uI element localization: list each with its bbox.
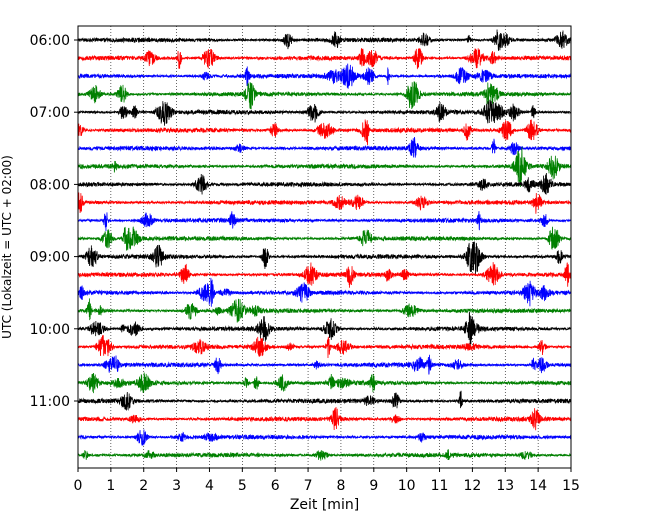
- y-axis-ticks: 06:00 07:00 08:00 09:00 10:00 11:00: [30, 33, 78, 410]
- x-axis-title: Zeit [min]: [290, 497, 359, 513]
- x-tick-label: 3: [172, 478, 181, 494]
- trace-0945: [77, 298, 572, 323]
- x-tick-label: 9: [369, 478, 378, 494]
- x-tick-label: 1: [106, 478, 115, 494]
- x-tick-label: 2: [139, 478, 148, 494]
- x-tick-label: 5: [238, 478, 247, 494]
- x-tick-label: 12: [463, 478, 481, 494]
- y-tick-label: 09:00: [30, 250, 70, 266]
- trace-1145: [77, 449, 572, 461]
- y-tick-label: 11:00: [30, 394, 70, 410]
- x-tick-label: 8: [336, 478, 345, 494]
- trace-0915: [77, 262, 572, 288]
- y-axis-title: UTC (Lokalzeit = UTC + 02:00): [0, 155, 14, 339]
- trace-0715: [77, 119, 572, 145]
- x-tick-label: 15: [562, 478, 580, 494]
- trace-1030: [77, 354, 572, 375]
- trace-0600: [77, 29, 572, 51]
- x-tick-label: 10: [398, 478, 416, 494]
- trace-0645: [77, 81, 572, 110]
- x-tick-label: 14: [529, 478, 547, 494]
- trace-1100: [77, 390, 572, 411]
- x-tick-label: 11: [431, 478, 449, 494]
- x-tick-label: 0: [74, 478, 83, 494]
- trace-0730: [77, 136, 572, 158]
- x-tick-label: 6: [271, 478, 280, 494]
- trace-1045: [77, 372, 572, 394]
- trace-1015: [77, 335, 572, 358]
- y-tick-label: 06:00: [30, 33, 70, 49]
- seismogram-traces: [77, 29, 572, 461]
- x-tick-label: 4: [205, 478, 214, 494]
- trace-1130: [77, 429, 572, 446]
- trace-0845: [77, 226, 572, 251]
- trace-1115: [77, 406, 572, 431]
- x-tick-label: 7: [304, 478, 313, 494]
- trace-0745: [77, 146, 572, 187]
- trace-0630: [77, 63, 572, 89]
- trace-0930: [77, 277, 572, 307]
- trace-0800: [77, 172, 572, 195]
- y-tick-label: 07:00: [30, 105, 70, 121]
- trace-0815: [77, 192, 572, 214]
- trace-0830: [77, 211, 572, 232]
- plot-frame: [77, 25, 572, 469]
- trace-0615: [77, 48, 572, 70]
- y-tick-label: 08:00: [30, 177, 70, 193]
- trace-0900: [77, 241, 572, 276]
- x-tick-label: 13: [496, 478, 514, 494]
- y-tick-label: 10:00: [30, 322, 70, 338]
- trace-0700: [77, 99, 572, 126]
- x-axis-ticks: 0 1 2 3 4 5 6 7 8 9 10 11 12 13 14 15: [74, 468, 580, 494]
- trace-1000: [77, 311, 572, 347]
